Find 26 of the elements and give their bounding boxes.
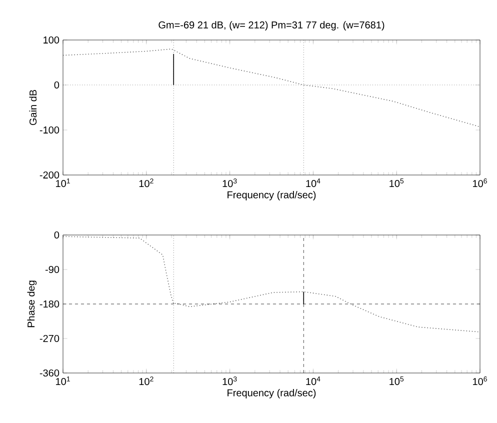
x-tick-label: 10$^{4}$ (306, 376, 320, 386)
x-tick-label: 10$^{3}$ (222, 376, 237, 386)
y-axis-title: Gain dB (29, 90, 37, 126)
x-tick-label: 10$^{1}$ (56, 376, 70, 386)
x-tick-label: 10$^{3}$ (222, 178, 237, 188)
y-axis-title: Phase deg (27, 280, 37, 328)
y-tick-label: -180 (40, 300, 60, 308)
y-tick-label: 100 (44, 36, 60, 44)
y-tick-label: -90 (45, 266, 60, 274)
y-tick-label: 0 (54, 81, 60, 89)
x-tick-label: 10$^{1}$ (56, 178, 70, 188)
x-tick-label: 10$^{6}$ (473, 178, 487, 188)
y-tick-label: -270 (40, 334, 60, 342)
y-tick-label: -360 (40, 369, 60, 377)
x-tick-label: 10$^{5}$ (390, 376, 404, 386)
y-tick-label: -200 (40, 171, 60, 179)
y-tick-label: 0 (54, 231, 60, 239)
x-tick-label: 10$^{2}$ (139, 178, 154, 188)
chart-title: Gm=-69 21 dB, (w= 212) Pm=31 77 deg. (w=7681) (158, 21, 384, 30)
x-tick-label: 10$^{5}$ (390, 178, 404, 188)
x-tick-label: 10$^{6}$ (473, 376, 487, 386)
x-tick-label: 10$^{2}$ (139, 376, 154, 386)
y-tick-label: -100 (40, 126, 60, 134)
x-axis-title: Frequency (rad/sec) (228, 191, 316, 200)
x-axis-title: Frequency (rad/sec) (228, 389, 316, 398)
x-tick-label: 10$^{4}$ (306, 178, 320, 188)
